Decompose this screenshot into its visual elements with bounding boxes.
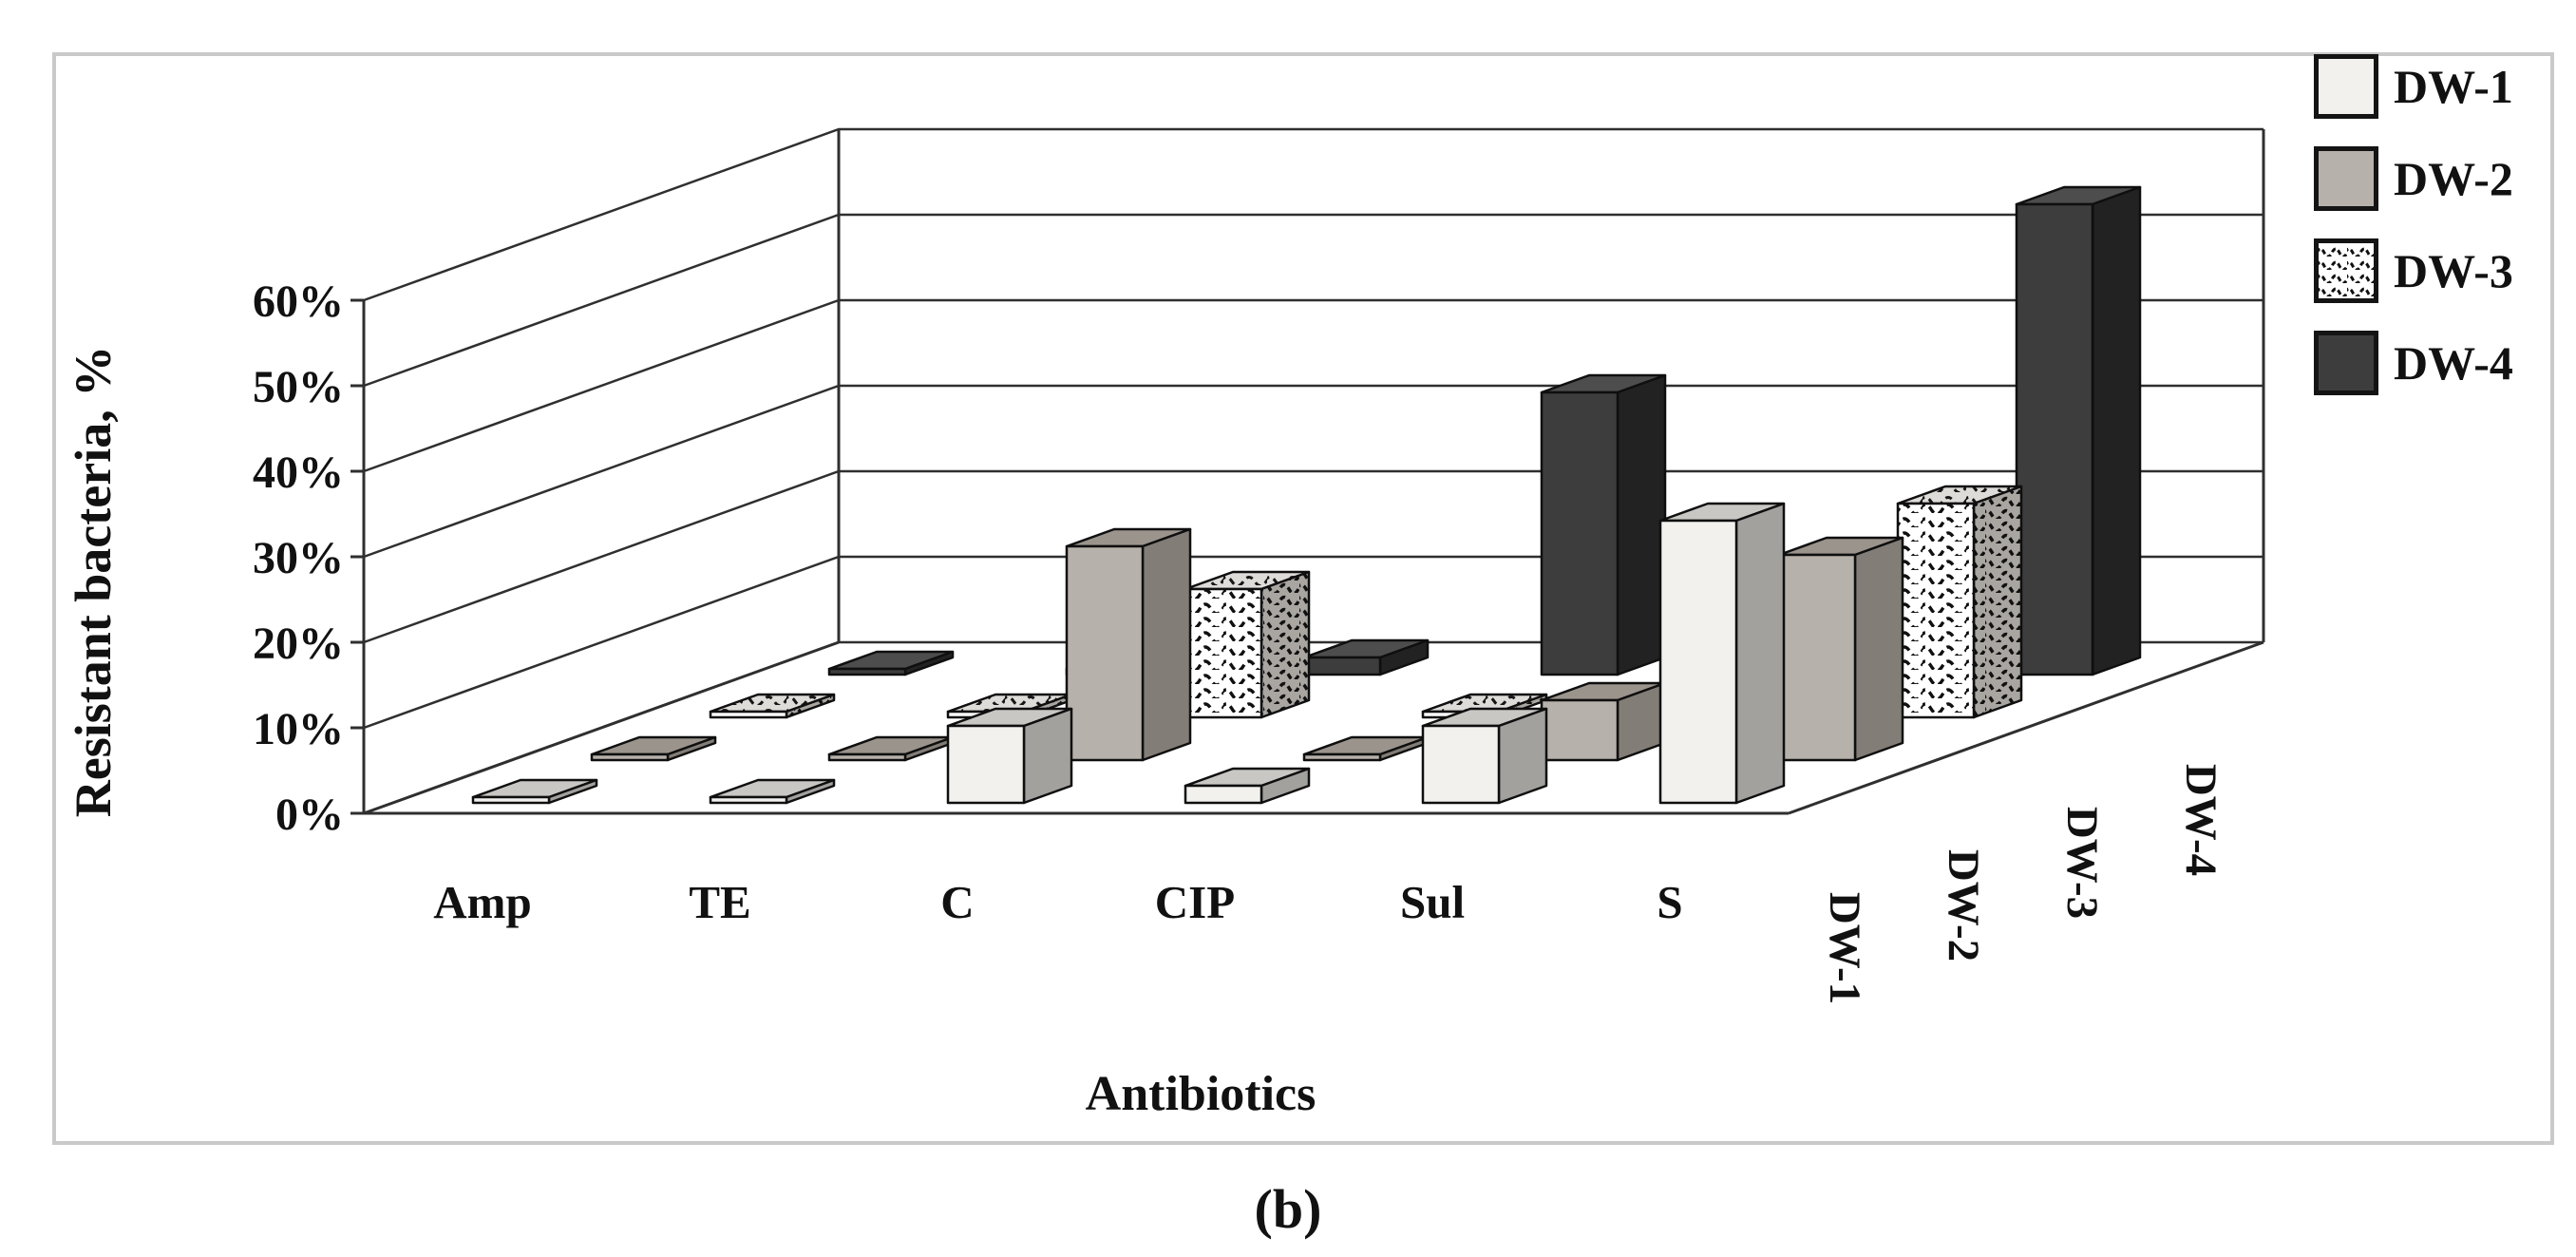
legend-item-DW-3: DW-3: [2314, 238, 2513, 303]
bar-front-face: [827, 752, 907, 762]
bar-side-face: [1141, 527, 1192, 762]
bar-Amp-DW-3: [709, 693, 836, 719]
series-axis-label-DW-2: DW-2: [1939, 848, 1988, 962]
legend-label: DW-3: [2394, 244, 2513, 297]
category-label-TE: TE: [689, 876, 751, 928]
legend-swatch-DW-4: [2314, 331, 2378, 395]
bar-front-face: [1184, 587, 1263, 719]
bar-Amp-DW-2: [590, 735, 717, 762]
bar-side-face: [1022, 707, 1073, 805]
legend-item-DW-4: DW-4: [2314, 331, 2513, 395]
y-tick-label-0%: 0%: [275, 790, 344, 840]
bar-front-face: [1302, 656, 1382, 676]
bar-side-face: [1616, 373, 1667, 676]
legend-label: DW-2: [2394, 152, 2513, 205]
bar-front-face: [946, 724, 1026, 805]
y-tick-label-30%: 30%: [253, 533, 344, 583]
legend-label: DW-1: [2394, 60, 2513, 113]
bar-S-DW-4: [2015, 185, 2142, 676]
bar-front-face: [1065, 544, 1145, 762]
floor-left-edge: [363, 640, 840, 815]
bar-CIP-DW-1: [1184, 767, 1311, 805]
bar-Amp-DW-1: [471, 778, 598, 805]
chart-frame: [52, 52, 2554, 1145]
bar-front-face: [1540, 390, 1619, 676]
y-tick-label-40%: 40%: [253, 448, 344, 498]
bar-front-face: [1896, 502, 1976, 719]
bar-Sul-DW-1: [1421, 707, 1548, 805]
bar-C-DW-4: [1302, 638, 1430, 676]
y-tick-label-60%: 60%: [253, 276, 344, 327]
bar-front-face: [590, 752, 670, 762]
bar-side-face: [1972, 485, 2023, 719]
legend-swatch-DW-3: [2314, 238, 2378, 303]
category-label-Sul: Sul: [1399, 876, 1466, 928]
bar-CIP-DW-4: [1540, 373, 1667, 676]
bar-front-face: [709, 795, 788, 805]
category-label-Amp: Amp: [433, 876, 532, 928]
y-tick-label-20%: 20%: [253, 619, 344, 669]
bar-C-DW-3: [1184, 570, 1311, 719]
bar-front-face: [1184, 784, 1263, 805]
legend-swatch-DW-1: [2314, 54, 2378, 119]
bar-front-face: [709, 710, 788, 719]
bar-front-face: [1302, 752, 1382, 762]
floor-right-edge: [1788, 640, 2264, 815]
bar-C-DW-2: [1065, 527, 1192, 762]
category-label-C: C: [940, 876, 975, 928]
legend-swatch-DW-2: [2314, 146, 2378, 211]
bar-front-face: [1540, 698, 1619, 762]
bar-side-face: [1497, 707, 1548, 805]
bar-front-face: [471, 795, 551, 805]
y-tick-label-50%: 50%: [253, 362, 344, 412]
bar-C-DW-1: [946, 707, 1073, 805]
bar-side-face: [1734, 502, 1786, 805]
panel-caption: (b): [1254, 1178, 1322, 1240]
bar-front-face: [827, 667, 907, 676]
y-tick-label-10%: 10%: [253, 704, 344, 754]
legend-item-DW-1: DW-1: [2314, 54, 2513, 119]
bar-side-face: [1853, 536, 1904, 762]
bar-Sul-DW-2: [1540, 681, 1667, 762]
bar-front-face: [1777, 553, 1857, 762]
bar-TE-DW-1: [709, 778, 836, 805]
bar-S-DW-2: [1777, 536, 1904, 762]
bar-side-face: [2091, 185, 2142, 676]
series-axis-label-DW-4: DW-4: [2176, 763, 2226, 877]
bar-front-face: [2015, 202, 2094, 676]
series-axis-label-DW-1: DW-1: [1820, 891, 1869, 1005]
category-label-CIP: CIP: [1154, 876, 1236, 928]
y-axis-title: Resistant bacteria, %: [65, 345, 122, 818]
bar-S-DW-1: [1658, 502, 1786, 805]
bar-TE-DW-2: [827, 735, 955, 762]
bar-front-face: [1658, 519, 1738, 805]
legend-label: DW-4: [2394, 336, 2513, 390]
series-axis-label-DW-3: DW-3: [2057, 806, 2107, 920]
bars-3d: [471, 185, 2142, 805]
bar-S-DW-3: [1896, 485, 2023, 719]
legend-item-DW-2: DW-2: [2314, 146, 2513, 211]
x-axis-title: Antibiotics: [1085, 1067, 1316, 1121]
bar-CIP-DW-2: [1302, 735, 1430, 762]
bar-front-face: [1421, 724, 1501, 805]
bar-Amp-DW-4: [827, 650, 955, 676]
bar-side-face: [1260, 570, 1311, 719]
category-label-S: S: [1657, 876, 1683, 928]
